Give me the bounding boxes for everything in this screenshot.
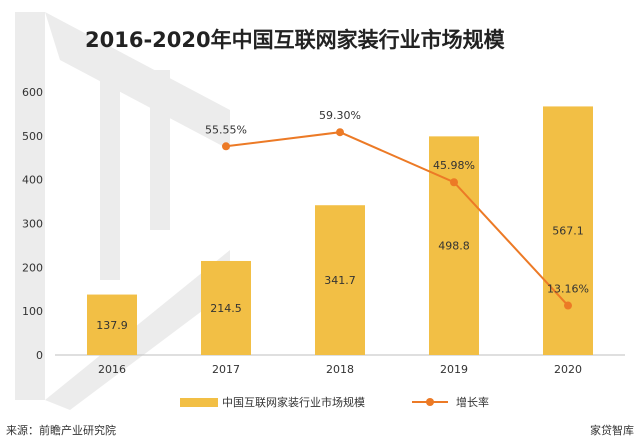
legend-item-bar: 中国互联网家装行业市场规模 bbox=[180, 394, 365, 410]
bar-value-label: 498.8 bbox=[438, 240, 470, 253]
growth-line-series bbox=[222, 128, 572, 310]
y-tick-label: 500 bbox=[22, 130, 43, 143]
bar bbox=[315, 205, 365, 355]
x-tick-label: 2017 bbox=[212, 363, 240, 376]
growth-point bbox=[222, 142, 230, 151]
x-tick-label: 2019 bbox=[440, 363, 468, 376]
x-tick-label: 2020 bbox=[554, 363, 582, 376]
growth-value-label: 45.98% bbox=[433, 159, 475, 172]
brand-mark: 家贷智库 bbox=[590, 424, 634, 437]
legend-line-swatch bbox=[412, 396, 448, 408]
bar bbox=[87, 294, 137, 355]
watermark-logo bbox=[15, 12, 230, 410]
y-tick-label: 200 bbox=[22, 261, 43, 274]
data-labels: 137.9 214.5 341.7 498.8 567.1 55.55% 59.30% 45.… bbox=[96, 109, 589, 332]
x-tick-label: 2016 bbox=[98, 363, 126, 376]
legend-bar-label: 中国互联网家装行业市场规模 bbox=[222, 396, 365, 409]
legend-bar-swatch bbox=[180, 397, 218, 407]
bar-value-label: 567.1 bbox=[552, 225, 584, 238]
growth-point bbox=[564, 301, 572, 310]
bar-series bbox=[87, 106, 593, 355]
source-note: 来源：前瞻产业研究院 bbox=[6, 424, 116, 437]
growth-value-label: 13.16% bbox=[547, 283, 589, 296]
growth-value-label: 59.30% bbox=[319, 109, 361, 122]
y-tick-label: 0 bbox=[36, 349, 43, 362]
y-tick-label: 100 bbox=[22, 305, 43, 318]
y-tick-label: 400 bbox=[22, 174, 43, 187]
y-tick-label: 600 bbox=[22, 86, 43, 99]
bar bbox=[201, 260, 251, 355]
growth-value-label: 55.55% bbox=[205, 123, 247, 136]
chart-title: 2016-2020年中国互联网家装行业市场规模 bbox=[85, 28, 505, 52]
growth-point bbox=[450, 178, 458, 187]
bar-value-label: 341.7 bbox=[324, 274, 356, 287]
legend: 中国互联网家装行业市场规模 增长率 bbox=[0, 390, 640, 414]
bar bbox=[429, 136, 479, 355]
bar-value-label: 137.9 bbox=[96, 319, 128, 332]
growth-line bbox=[225, 131, 569, 307]
bar-value-label: 214.5 bbox=[210, 302, 242, 315]
growth-point bbox=[336, 128, 344, 137]
y-tick-label: 300 bbox=[22, 218, 43, 231]
legend-item-line: 增长率 bbox=[412, 394, 489, 410]
axes: 0 100 200 300 400 500 600 2016 2017 2018 2019 2020 bbox=[22, 86, 625, 376]
legend-line-label: 增长率 bbox=[456, 396, 489, 409]
x-tick-label: 2018 bbox=[326, 363, 354, 376]
bar bbox=[543, 106, 593, 355]
